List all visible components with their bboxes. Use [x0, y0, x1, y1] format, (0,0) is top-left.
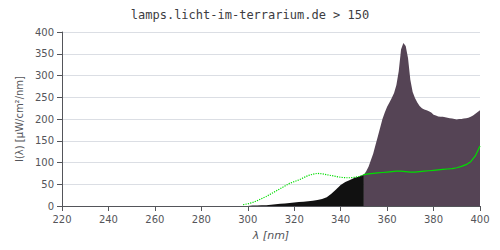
svg-text:260: 260 [145, 214, 164, 225]
svg-text:150: 150 [35, 135, 54, 146]
svg-text:100: 100 [35, 157, 54, 168]
svg-text:400: 400 [470, 214, 489, 225]
svg-text:280: 280 [192, 214, 211, 225]
svg-text:0: 0 [48, 201, 54, 212]
svg-text:320: 320 [285, 214, 304, 225]
svg-text:240: 240 [99, 214, 118, 225]
svg-text:300: 300 [35, 70, 54, 81]
svg-text:200: 200 [35, 114, 54, 125]
svg-text:50: 50 [41, 179, 54, 190]
svg-text:360: 360 [378, 214, 397, 225]
svg-text:I(λ) [µW/cm²/nm]: I(λ) [µW/cm²/nm] [14, 76, 25, 162]
svg-text:350: 350 [35, 48, 54, 59]
svg-text:300: 300 [238, 214, 257, 225]
svg-text:λ [nm]: λ [nm] [252, 229, 289, 242]
svg-text:220: 220 [52, 214, 71, 225]
svg-text:340: 340 [331, 214, 350, 225]
svg-text:380: 380 [424, 214, 443, 225]
svg-text:lamps.licht-im-terrarium.de >: lamps.licht-im-terrarium.de > 150 [131, 8, 369, 22]
svg-text:250: 250 [35, 92, 54, 103]
svg-text:400: 400 [35, 27, 54, 38]
